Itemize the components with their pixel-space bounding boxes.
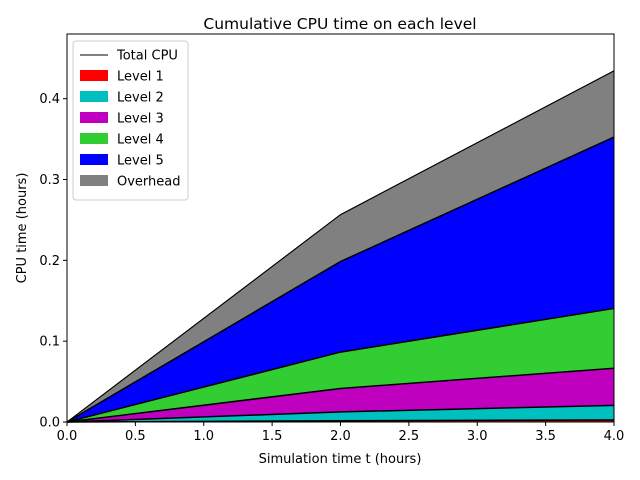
y-tick-label: 0.2 (39, 254, 60, 269)
legend-label-level-1: Level 1 (117, 70, 164, 85)
y-tick-label: 0.1 (39, 335, 60, 350)
legend-label-total-cpu: Total CPU (116, 49, 178, 64)
legend-swatch-level-5 (80, 154, 108, 165)
boundary-line-level-4 (66, 307, 615, 423)
area-level-2 (67, 405, 614, 422)
stacked-areas (67, 70, 614, 422)
area-level-4 (67, 308, 614, 422)
x-tick-label: 2.0 (330, 429, 351, 444)
legend: Total CPU Level 1 Level 2 Level 3 Level 4 Lev… (72, 40, 189, 201)
x-tick-label: 1.0 (193, 429, 214, 444)
legend-label-level-3: Level 3 (117, 112, 164, 127)
x-tick-label: 4.0 (604, 429, 625, 444)
y-tick-label: 0.3 (39, 173, 60, 188)
chart-title: Cumulative CPU time on each level (203, 15, 476, 33)
x-tick-label: 1.5 (262, 429, 283, 444)
boundary-lines (66, 70, 615, 423)
legend-swatch-overhead (80, 175, 108, 186)
area-level-5 (67, 137, 614, 422)
legend-swatch-level-1 (80, 70, 108, 81)
y-axis-ticks: 0.0 0.1 0.2 0.3 0.4 (39, 92, 67, 431)
boundary-line-level-5 (66, 136, 615, 423)
x-tick-label: 3.5 (535, 429, 556, 444)
x-axis-ticks: 0.0 0.5 1.0 1.5 2.0 2.5 3.0 3.5 4.0 (57, 422, 625, 444)
x-axis-label: Simulation time t (hours) (259, 452, 422, 467)
legend-swatch-level-2 (80, 91, 108, 102)
boundary-line-level-3 (66, 367, 615, 423)
total-cpu-line (66, 70, 615, 423)
y-tick-label: 0.0 (39, 416, 60, 431)
boundary-line-level-2 (66, 404, 615, 423)
y-tick-label: 0.4 (39, 92, 60, 107)
x-tick-label: 0.0 (57, 429, 78, 444)
area-overhead (67, 70, 614, 422)
legend-label-level-2: Level 2 (117, 91, 164, 106)
legend-swatch-level-3 (80, 112, 108, 123)
x-tick-label: 2.5 (399, 429, 420, 444)
x-tick-label: 3.0 (467, 429, 488, 444)
legend-label-overhead: Overhead (117, 175, 181, 190)
y-axis-label: CPU time (hours) (15, 173, 30, 284)
legend-label-level-4: Level 4 (117, 133, 164, 148)
legend-label-level-5: Level 5 (117, 154, 164, 169)
legend-swatch-level-4 (80, 133, 108, 144)
x-tick-label: 0.5 (125, 429, 146, 444)
